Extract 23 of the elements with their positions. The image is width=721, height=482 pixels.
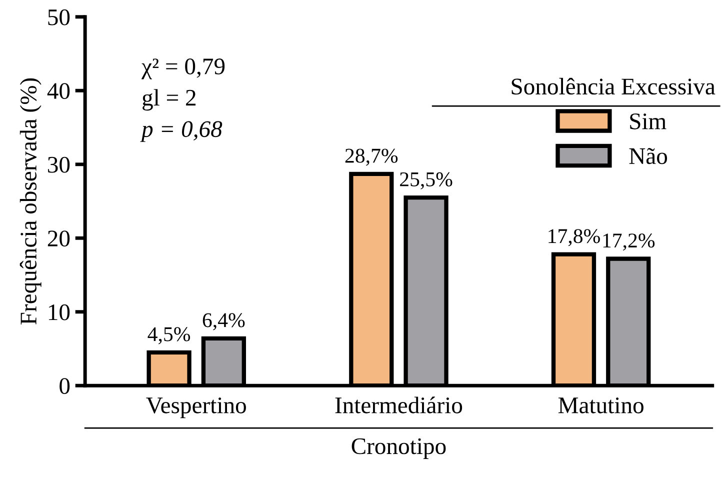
data-label: 17,2%: [603, 234, 655, 251]
y-tick-label: 30: [48, 156, 70, 173]
annotation: gl = 2: [142, 89, 196, 111]
data-label: 4,5%: [148, 327, 190, 344]
y-tick-label: 20: [48, 230, 70, 247]
y-axis-title: Frequência observada (%): [20, 78, 42, 324]
x-tick-label: Matutino: [558, 397, 644, 414]
data-label: 6,4%: [202, 313, 245, 330]
y-tick-label: 0: [60, 378, 70, 394]
data-label: 17,8%: [548, 229, 600, 246]
y-tick-label: 40: [47, 83, 70, 100]
x-tick-label: Vespertino: [146, 397, 246, 418]
legend-title: Sonolência Excessiva: [512, 78, 716, 95]
legend-label: Sim: [630, 113, 666, 130]
annotation: p = 0,68: [140, 121, 222, 142]
x-axis-title: Cronotipo: [352, 438, 446, 459]
data-label: 25,5%: [400, 172, 452, 190]
annotation: χ² = 0,79: [142, 58, 225, 80]
y-tick-label: 10: [48, 304, 70, 320]
y-tick-label: 50: [48, 9, 70, 26]
data-label: 28,7%: [345, 148, 398, 166]
legend-label: Não: [629, 148, 668, 164]
x-tick-label: Intermediário: [335, 396, 462, 414]
